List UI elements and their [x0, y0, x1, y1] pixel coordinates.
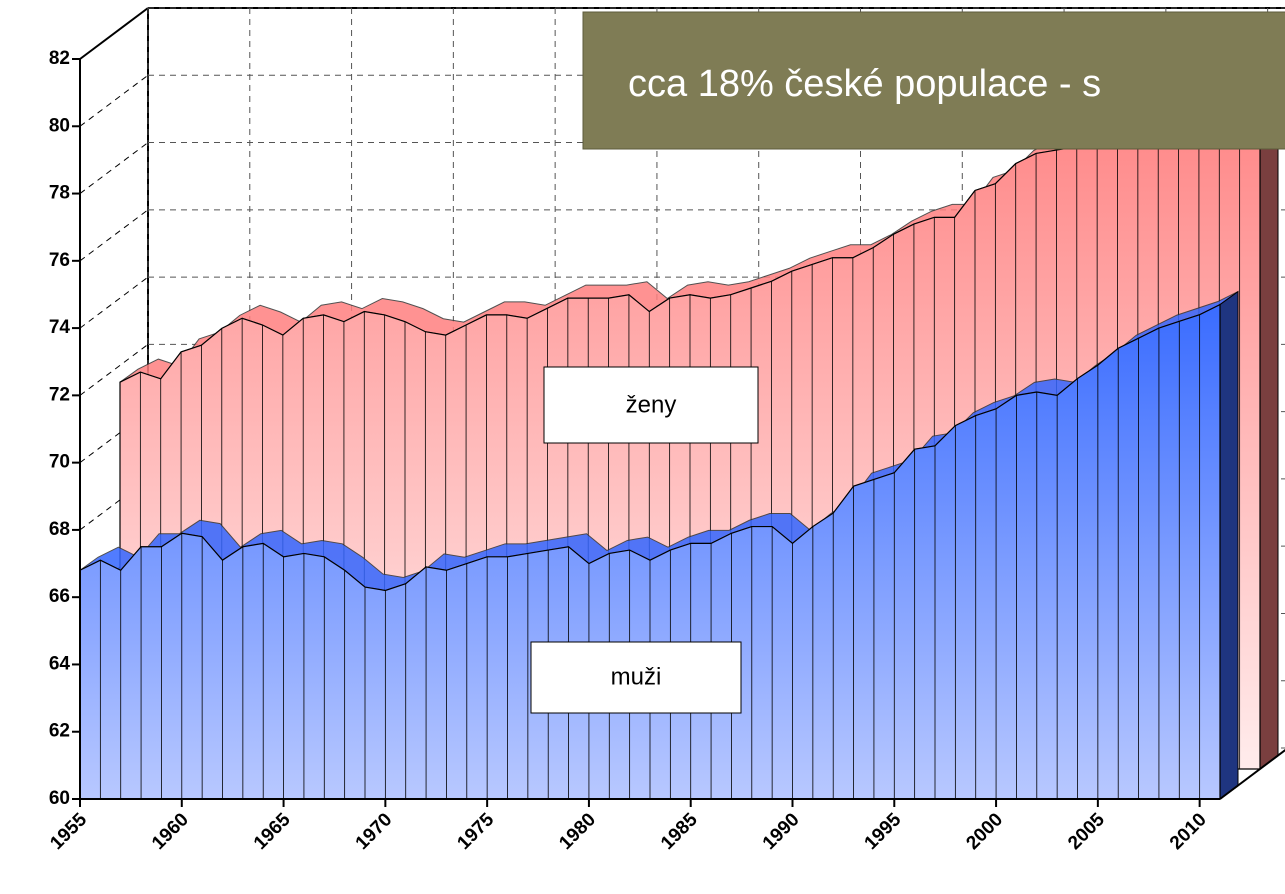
annotation-box: [582, 11, 1285, 150]
x-tick-label: 1955: [46, 809, 91, 854]
series-label: muži: [611, 663, 662, 690]
y-tick-label: 82: [49, 48, 70, 69]
grid-line: [79, 276, 149, 329]
grid-line: [79, 343, 149, 396]
x-tick-label: 1990: [759, 809, 804, 854]
series-label-box: [530, 641, 742, 714]
x-tick-label: 1980: [555, 809, 600, 854]
x-tick-label: 2010: [1166, 809, 1211, 854]
y-tick-label: 78: [49, 183, 70, 204]
x-tick-label: 2000: [962, 809, 1007, 854]
y-tick-label: 62: [49, 721, 70, 742]
y-tick-label: 60: [49, 788, 70, 809]
y-tick-label: 68: [49, 519, 70, 540]
y-tick-label: 64: [49, 653, 71, 674]
x-tick-label: 1995: [861, 809, 906, 854]
floor-edge: [1219, 749, 1285, 800]
grid-line: [79, 7, 149, 60]
annotation: cca 18% české populace - s: [628, 63, 1101, 105]
series-label: ženy: [626, 391, 677, 418]
x-tick-label: 1975: [453, 809, 498, 854]
y-tick-label: 76: [49, 250, 70, 271]
y-tick-label: 66: [49, 586, 70, 607]
x-tick-label: 1960: [148, 809, 193, 854]
x-tick-label: 1985: [657, 809, 702, 854]
grid-line: [79, 209, 149, 262]
area-end: [1259, 45, 1279, 770]
y-tick-label: 72: [49, 384, 70, 405]
y-tick-label: 70: [49, 452, 70, 473]
x-tick-label: 2005: [1064, 809, 1109, 854]
x-tick-label: 1970: [352, 809, 397, 854]
y-tick-label: 74: [49, 317, 71, 338]
area-end: [1219, 290, 1239, 800]
grid-line: [79, 142, 149, 194]
grid-line: [79, 74, 149, 127]
series-label-box: [543, 366, 759, 444]
x-tick-label: 1965: [250, 809, 295, 854]
y-tick-label: 80: [49, 115, 70, 136]
